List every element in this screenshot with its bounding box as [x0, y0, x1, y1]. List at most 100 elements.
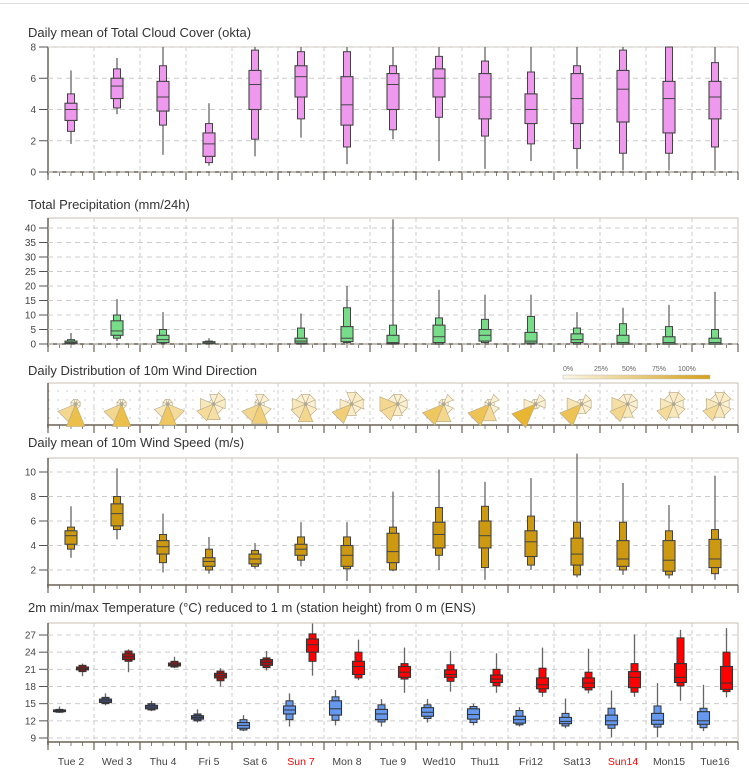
wind-speed-box-5: [294, 522, 308, 567]
interquartile-box: [708, 337, 722, 345]
legend-tick-0: 0%: [563, 366, 573, 373]
y-tick-label: 4: [30, 105, 36, 116]
wind-sector-NW: [387, 393, 399, 405]
precip-box-10: [524, 294, 538, 345]
cloud-box-14: [708, 47, 722, 171]
wind-rose-center: [349, 402, 354, 406]
wind-rose-center: [487, 402, 492, 406]
interquartile-box: [386, 532, 400, 564]
day-label: Sat13: [563, 756, 591, 768]
tmin-box-12: [604, 690, 619, 738]
wind-rose-center: [303, 402, 308, 406]
tmax-box-7: [397, 647, 412, 693]
tmin-box-11: [558, 698, 573, 729]
cloud-box-0: [64, 70, 78, 144]
wind-speed-box-11: [570, 453, 584, 578]
day-label: Mon15: [653, 756, 685, 768]
day-label: Fri 5: [199, 756, 220, 768]
interquartile-box: [432, 521, 446, 549]
interquartile-box: [156, 540, 170, 555]
y-tick-label: 0: [30, 168, 36, 179]
cloud-box-4: [248, 47, 262, 157]
tmax-box-11: [581, 648, 596, 694]
precip-box-5: [294, 313, 308, 345]
wind-speed-box-3: [202, 536, 216, 574]
day-label: Sun 7: [287, 756, 315, 768]
tmin-box-2: [144, 700, 159, 712]
wind-rose-2: [153, 398, 185, 426]
day-label: Wed10: [422, 756, 455, 768]
interquartile-box: [558, 716, 573, 725]
interquartile-box: [386, 73, 400, 111]
y-tick-label: 24: [25, 648, 37, 659]
precip-box-7: [386, 219, 400, 345]
y-tick-label: 4: [30, 541, 36, 552]
interquartile-box: [524, 331, 538, 344]
interquartile-box: [64, 530, 78, 545]
wind-rose-center: [717, 402, 722, 406]
interquartile-box: [570, 333, 584, 344]
wind-sector-SW: [103, 403, 123, 423]
tmin-box-10: [512, 707, 527, 727]
wind-speed-box-1: [110, 468, 124, 540]
wind-rose-5: [290, 393, 318, 422]
wind-rose-10: [511, 393, 546, 429]
wind-sector-W: [200, 398, 215, 410]
y-tick-label: 0: [30, 340, 36, 351]
day-label: Tue 2: [58, 756, 85, 768]
interquartile-box: [432, 68, 446, 98]
wind-speed-box-13: [662, 505, 676, 579]
wind-sector-NW: [295, 393, 307, 405]
interquartile-box: [328, 700, 343, 716]
interquartile-box: [443, 669, 458, 678]
wind-rose-12: [609, 393, 638, 423]
wind-sector-W: [339, 398, 353, 410]
y-tick-label: 6: [30, 517, 36, 528]
tmin-box-1: [98, 693, 113, 706]
interquartile-box: [156, 334, 170, 344]
tmax-box-4: [259, 651, 274, 671]
interquartile-box: [524, 93, 538, 125]
precip-box-8: [432, 289, 446, 345]
tmin-box-0: [52, 706, 67, 713]
interquartile-box: [650, 712, 665, 725]
p10-p90-bar: [343, 307, 351, 344]
interquartile-box: [202, 132, 216, 157]
y-tick-label: 15: [25, 296, 37, 307]
wind-rose-center: [671, 402, 676, 406]
interquartile-box: [294, 543, 308, 556]
wind-speed-box-0: [64, 506, 78, 558]
wind-rose-7: [379, 393, 408, 422]
tmax-box-5: [305, 623, 320, 676]
precip-box-11: [570, 312, 584, 345]
wind-rose-9: [467, 393, 500, 427]
tmin-box-8: [420, 699, 435, 723]
wind-speed-box-6: [340, 522, 354, 582]
tmax-box-3: [213, 668, 228, 687]
tmin-box-6: [328, 689, 343, 726]
interquartile-box: [719, 665, 734, 690]
day-label: Tue 9: [380, 756, 407, 768]
wind-speed-box-4: [248, 543, 262, 569]
precip-box-0: [64, 332, 78, 345]
wind-rose-1: [103, 398, 132, 427]
temperature-chart-title: 2m min/max Temperature (°C) reduced to 1…: [28, 600, 476, 615]
top-divider: [0, 3, 749, 4]
interquartile-box: [616, 334, 630, 345]
tmax-box-14: [719, 628, 734, 698]
tmin-box-3: [190, 709, 205, 723]
y-tick-label: 25: [25, 267, 37, 278]
wind-rose-center: [73, 402, 78, 406]
interquartile-box: [351, 660, 366, 676]
interquartile-box: [478, 520, 492, 549]
interquartile-box: [616, 69, 630, 123]
interquartile-box: [340, 76, 354, 126]
interquartile-box: [340, 326, 354, 343]
wind-sector-SW: [153, 403, 169, 418]
interquartile-box: [156, 80, 170, 112]
wind-rose-center: [211, 402, 216, 406]
tmin-box-7: [374, 699, 389, 727]
y-tick-label: 12: [25, 716, 37, 727]
y-tick-label: 21: [25, 665, 37, 676]
wind-rose-8: [421, 393, 454, 426]
